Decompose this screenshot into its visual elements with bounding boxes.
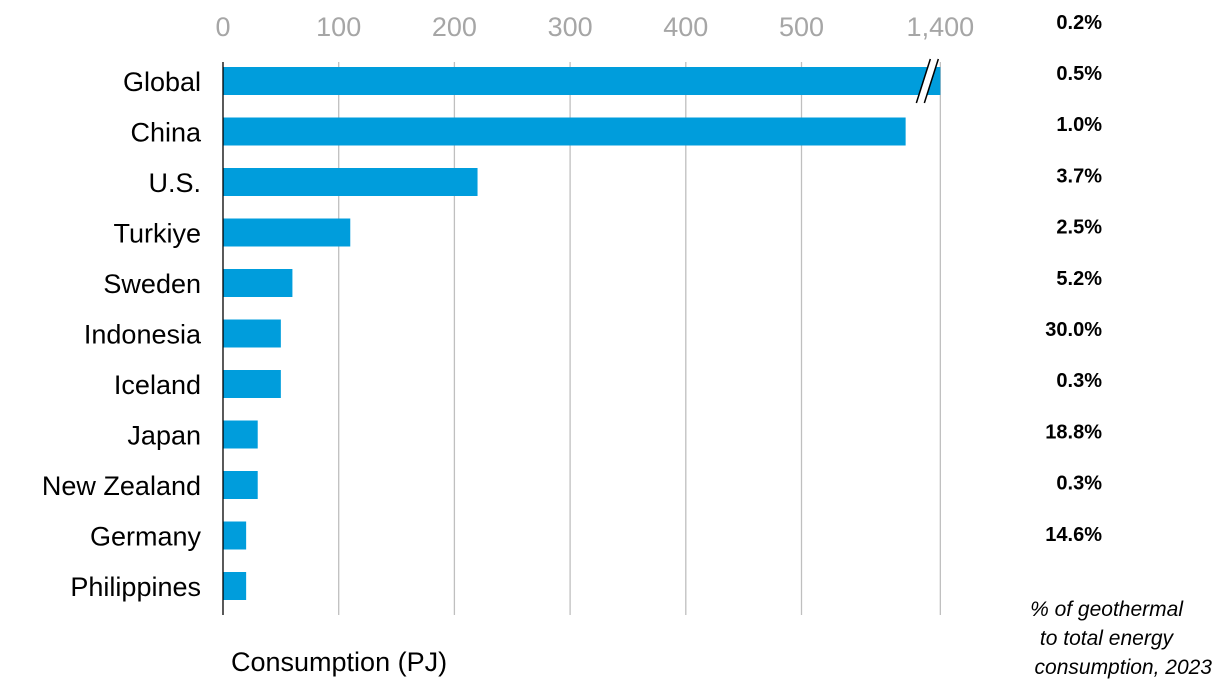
category-label: Indonesia [84, 320, 202, 350]
bar [223, 218, 351, 247]
break-gap [916, 59, 939, 103]
x-tick-labels: 0 100 200 300 400 500 1,400 [215, 12, 974, 42]
category-label: U.S. [148, 168, 201, 198]
bar [223, 319, 281, 348]
x-tick-label: 200 [432, 12, 477, 42]
x-tick-label: 300 [548, 12, 593, 42]
x-tick-label: 1,400 [907, 12, 975, 42]
percent-label: 3.7% [1056, 165, 1102, 187]
bar [223, 471, 258, 499]
percent-label: 18.8% [1045, 421, 1102, 443]
percent-note: % of geothermal to total energy consumpti… [1030, 598, 1212, 679]
x-tick-label: 500 [779, 12, 824, 42]
percent-label: 30.0% [1045, 319, 1102, 341]
category-label: Turkiye [113, 219, 201, 249]
break-slash [923, 58, 940, 104]
bar [223, 67, 941, 95]
bar [223, 370, 281, 398]
category-label: Global [123, 67, 201, 97]
percent-label: 1.0% [1056, 114, 1102, 136]
category-label: Iceland [114, 370, 201, 400]
percent-note-line: to total energy [1034, 627, 1174, 650]
percent-label: 0.5% [1056, 63, 1102, 85]
bars [223, 67, 941, 600]
category-label: China [130, 118, 202, 148]
category-label: Sweden [103, 269, 201, 299]
bar [223, 521, 247, 550]
bar [223, 168, 478, 196]
x-tick-label: 0 [215, 12, 230, 42]
axis-break-marker [915, 58, 940, 104]
percent-label: 5.2% [1056, 268, 1102, 290]
percent-label: 0.3% [1056, 370, 1102, 392]
percent-labels: 0.2% 0.5% 1.0% 3.7% 2.5% 5.2% 30.0% 0.3% 18.8% 0.… [1045, 12, 1102, 546]
category-labels: Global China U.S. Turkiye Sweden Indonesia Ice… [42, 67, 202, 602]
bar [223, 117, 906, 146]
bar [223, 420, 258, 449]
category-label: Japan [127, 421, 201, 451]
percent-label: 14.6% [1045, 524, 1102, 546]
bar [223, 269, 293, 297]
category-label: Philippines [70, 572, 201, 602]
x-axis-label: Consumption (PJ) [231, 647, 447, 677]
bar [223, 572, 247, 600]
percent-label: 0.3% [1056, 473, 1102, 495]
category-label: Germany [90, 522, 202, 552]
x-tick-label: 400 [663, 12, 708, 42]
percent-note-line: consumption, 2023 [1035, 656, 1213, 679]
category-label: New Zealand [42, 471, 201, 501]
percent-label: 2.5% [1056, 217, 1102, 239]
break-slash [915, 58, 932, 104]
percent-header: 0.2% [1056, 12, 1102, 34]
x-tick-label: 100 [316, 12, 361, 42]
gridlines [338, 62, 941, 615]
percent-note-line: % of geothermal [1030, 598, 1184, 621]
